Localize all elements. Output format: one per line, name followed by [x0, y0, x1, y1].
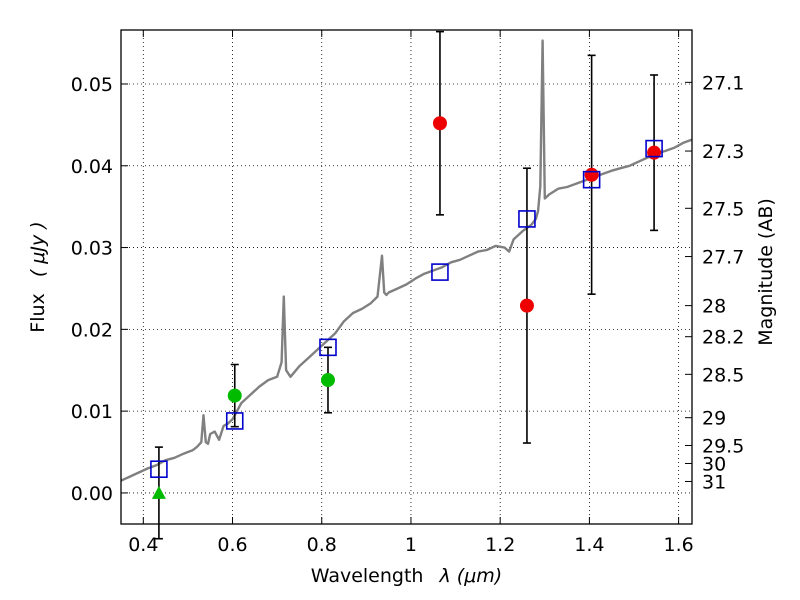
y-axis-label-math: ( μJy ): [27, 221, 49, 277]
magnitude-axis-label: Magnitude (AB): [755, 198, 777, 346]
square-marker: [518, 210, 536, 228]
x-tick-label: 1: [405, 534, 417, 556]
x-axis-label-text: Wavelength: [311, 565, 424, 587]
square-marker: [225, 412, 244, 430]
circle-marker: [584, 167, 599, 182]
square-marker: [431, 263, 449, 281]
circle-marker: [647, 145, 662, 160]
y-tick-label: 0.02: [71, 319, 113, 341]
x-axis-label-math: λ (μm): [439, 565, 503, 587]
circle-marker: [519, 298, 534, 313]
triangle-marker: [151, 485, 166, 499]
magnitude-tick-label: 28.2: [702, 327, 744, 349]
magnitude-tick-label: 27.7: [702, 247, 744, 269]
y-axis-label-text: Flux: [27, 293, 49, 333]
x-tick-label: 1.6: [664, 534, 694, 556]
square-marker: [150, 460, 168, 479]
x-tick-label: 0.4: [128, 534, 158, 556]
magnitude-tick-label: 28.5: [702, 364, 744, 386]
circle-marker: [227, 388, 242, 403]
square-marker: [645, 139, 663, 158]
circle-marker: [320, 373, 335, 388]
y-tick-label: 0.03: [71, 238, 113, 260]
y-tick-label: 0.05: [71, 74, 113, 96]
x-tick-label: 0.8: [307, 534, 337, 556]
magnitude-tick-label: 27.3: [702, 141, 744, 163]
circle-marker: [432, 116, 447, 131]
magnitude-tick-label: 27.1: [702, 72, 744, 94]
x-tick-label: 1.4: [574, 534, 604, 556]
plot-frame: [120, 29, 693, 525]
y-tick-label: 0.01: [71, 401, 113, 423]
magnitude-tick-label: 30: [702, 453, 726, 475]
magnitude-tick-label: 28: [702, 296, 726, 318]
x-tick-label: 1.2: [485, 534, 515, 556]
square-marker: [319, 338, 337, 357]
magnitude-tick-label: 31: [702, 471, 726, 493]
x-tick-label: 0.6: [217, 534, 247, 556]
model-spectrum-layer: [120, 39, 693, 482]
square-marker: [582, 170, 601, 189]
axis-ticks: 0.4 0.6 0.8 1 1.2 1.4 1.6 0.00 0.01 0.02 0.03 0.04 0…: [71, 30, 744, 556]
y-axis-label: Flux ( μJy ): [27, 221, 49, 332]
magnitude-tick-label: 29: [702, 408, 726, 430]
magnitude-tick-label: 29.5: [702, 435, 744, 457]
data-points-layer: [150, 30, 663, 540]
y-tick-label: 0.04: [71, 156, 113, 178]
x-axis-label: Wavelength λ (μm): [311, 565, 502, 587]
grid: [121, 30, 692, 524]
magnitude-tick-label: 27.5: [702, 198, 744, 220]
y-tick-label: 0.00: [71, 483, 113, 505]
model-spectrum-line: [120, 39, 693, 482]
